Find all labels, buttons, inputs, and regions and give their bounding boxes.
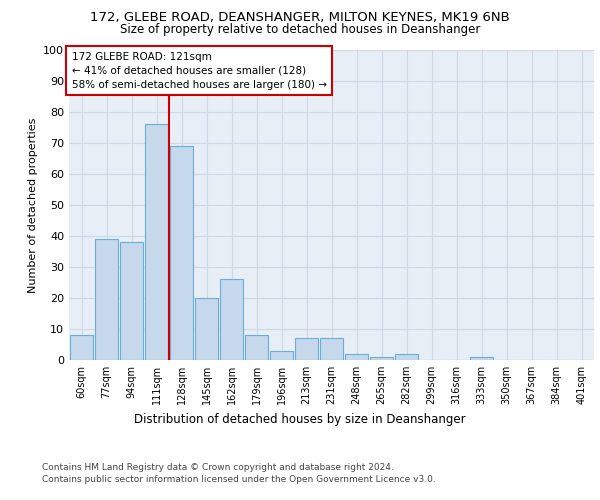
Text: Distribution of detached houses by size in Deanshanger: Distribution of detached houses by size … [134, 412, 466, 426]
Bar [170, 146, 193, 360]
Text: Contains public sector information licensed under the Open Government Licence v3: Contains public sector information licen… [42, 475, 436, 484]
Bar [395, 354, 418, 360]
Text: 172, GLEBE ROAD, DEANSHANGER, MILTON KEYNES, MK19 6NB: 172, GLEBE ROAD, DEANSHANGER, MILTON KEY… [90, 11, 510, 24]
Text: Size of property relative to detached houses in Deanshanger: Size of property relative to detached ho… [120, 23, 480, 36]
Bar [320, 338, 343, 360]
Text: 172 GLEBE ROAD: 121sqm
← 41% of detached houses are smaller (128)
58% of semi-de: 172 GLEBE ROAD: 121sqm ← 41% of detached… [71, 52, 326, 90]
Bar [70, 335, 93, 360]
Bar [145, 124, 168, 360]
Bar [270, 350, 293, 360]
Bar [295, 338, 318, 360]
Bar [245, 335, 268, 360]
Bar [195, 298, 218, 360]
Y-axis label: Number of detached properties: Number of detached properties [28, 118, 38, 292]
Bar [95, 239, 118, 360]
Bar [120, 242, 143, 360]
Bar [470, 357, 493, 360]
Bar [220, 280, 243, 360]
Text: Contains HM Land Registry data © Crown copyright and database right 2024.: Contains HM Land Registry data © Crown c… [42, 462, 394, 471]
Bar [345, 354, 368, 360]
Bar [370, 357, 393, 360]
